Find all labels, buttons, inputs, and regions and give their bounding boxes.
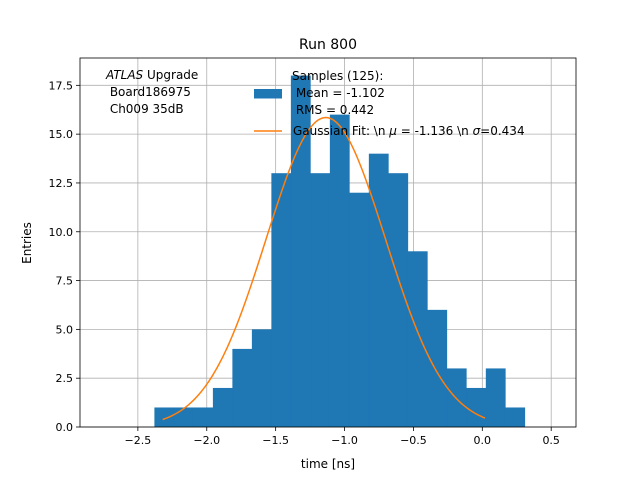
histogram-bar <box>271 173 292 427</box>
annotation-board: Board186975 <box>106 85 191 99</box>
x-axis-ticks: −2.5 −2.0 −1.5 −1.0 −0.5 0.0 0.5 <box>125 427 560 447</box>
histogram-bar <box>388 173 409 427</box>
x-tick-label: −2.5 <box>125 434 152 447</box>
annotation-atlas: ATLAS <box>105 68 144 82</box>
y-tick-label: 2.5 <box>56 372 74 385</box>
histogram-bar <box>329 114 350 427</box>
histogram-bar <box>193 407 214 427</box>
histogram-bar <box>232 348 253 427</box>
legend-samples-line1: Samples (125): <box>292 69 383 83</box>
histogram-bar <box>407 251 428 427</box>
y-tick-label: 0.0 <box>56 421 74 434</box>
x-tick-label: −1.5 <box>262 434 289 447</box>
annotation-channel: Ch009 35dB <box>106 102 184 116</box>
y-tick-label: 5.0 <box>56 323 74 336</box>
histogram-bar <box>505 407 526 427</box>
histogram-bar <box>466 387 487 427</box>
y-tick-label: 15.0 <box>49 128 74 141</box>
legend-samples-line3: RMS = 0.442 <box>292 103 374 117</box>
histogram-bar <box>310 173 331 427</box>
histogram-bar <box>427 309 448 427</box>
y-tick-label: 7.5 <box>56 275 74 288</box>
histogram-bar <box>485 368 506 427</box>
y-axis-ticks: 0.0 2.5 5.0 7.5 10.0 12.5 15.0 17.5 <box>49 79 80 434</box>
gaussian-fit-curve <box>162 116 486 421</box>
histogram-bar <box>446 368 467 427</box>
x-axis-label: time [ns] <box>301 457 355 471</box>
histogram-bar <box>173 407 194 427</box>
y-axis-label: Entries <box>20 222 34 264</box>
chart-title: Run 800 <box>299 37 357 53</box>
legend-fit-label: Gaussian Fit: \n μ = -1.136 \n σ=0.434 <box>293 124 525 138</box>
y-tick-label: 17.5 <box>49 79 74 92</box>
legend-samples-swatch <box>254 89 282 99</box>
atlas-annotation: ATLAS Upgrade Board186975 Ch009 35dB <box>105 68 198 116</box>
legend: Samples (125): Mean = -1.102 RMS = 0.442… <box>254 69 525 138</box>
x-tick-label: 0.0 <box>474 434 492 447</box>
histogram-bar <box>349 192 370 427</box>
histogram-bar <box>154 407 175 427</box>
histogram-bar <box>251 329 272 427</box>
histogram-bars <box>154 75 526 428</box>
x-tick-label: −0.5 <box>400 434 427 447</box>
histogram-bar <box>290 75 311 428</box>
x-tick-label: 0.5 <box>542 434 560 447</box>
x-tick-label: −2.0 <box>193 434 220 447</box>
x-tick-label: −1.0 <box>331 434 358 447</box>
y-tick-label: 10.0 <box>49 226 74 239</box>
legend-samples-line2: Mean = -1.102 <box>292 86 385 100</box>
histogram-bar <box>368 153 389 427</box>
y-tick-label: 12.5 <box>49 177 74 190</box>
histogram-bar <box>212 387 233 427</box>
annotation-upgrade: Upgrade <box>143 68 198 82</box>
svg-text:ATLAS Upgrade: ATLAS Upgrade <box>105 68 198 82</box>
plot-frame <box>79 57 577 428</box>
